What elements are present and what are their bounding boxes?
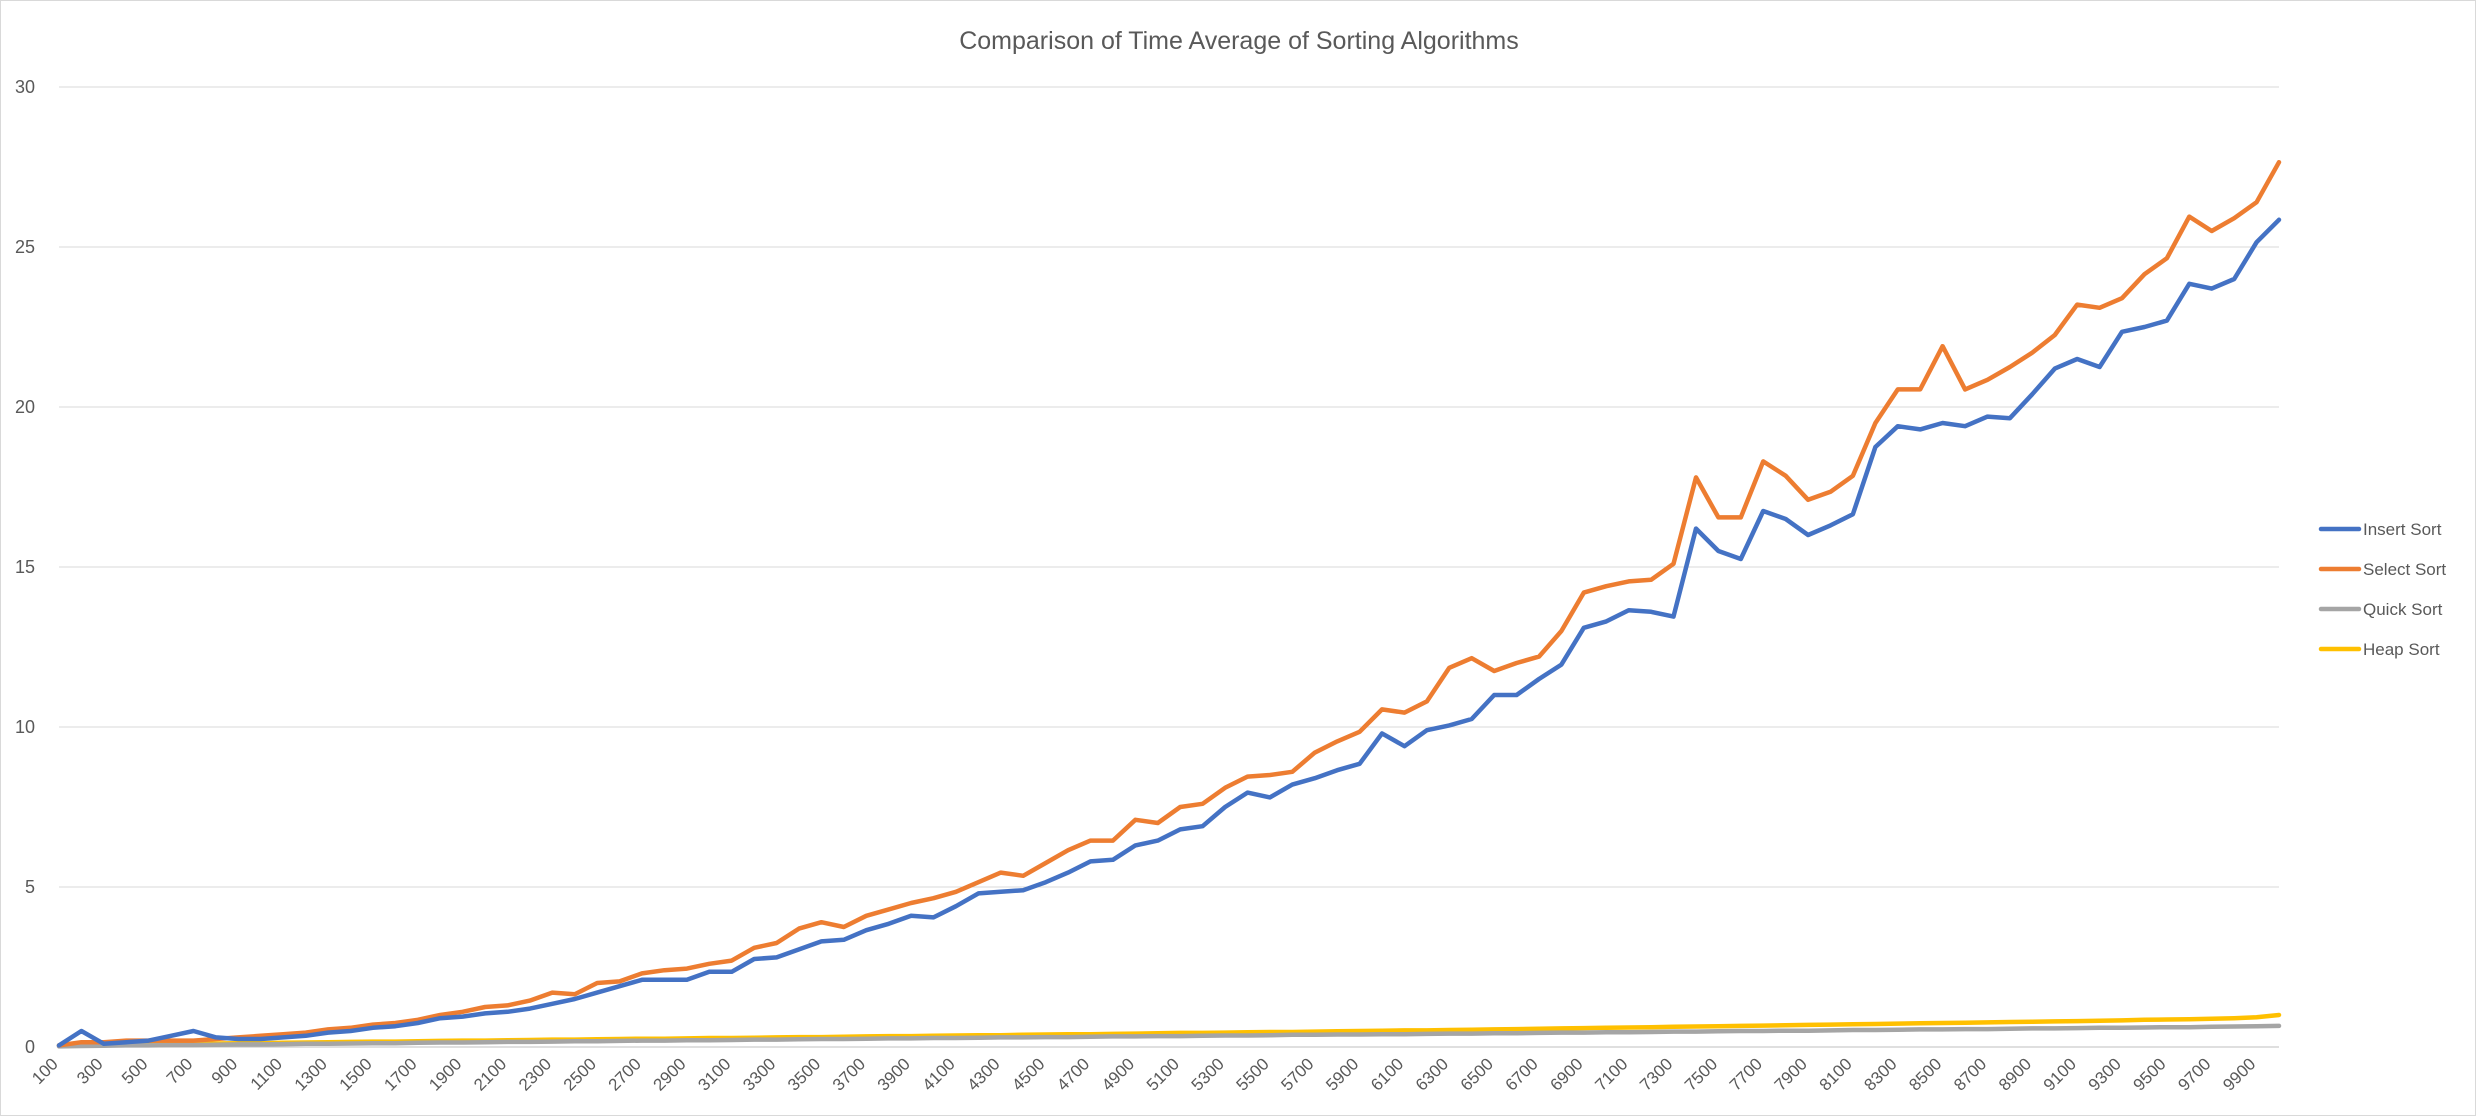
x-tick-label: 4500 (1008, 1054, 1048, 1094)
x-tick-label: 3900 (874, 1054, 914, 1094)
x-tick-label: 5500 (1233, 1054, 1273, 1094)
x-tick-label: 9300 (2085, 1054, 2125, 1094)
x-tick-label: 9100 (2040, 1054, 2080, 1094)
legend-label: Quick Sort (2363, 600, 2443, 619)
x-tick-label: 7300 (1636, 1054, 1676, 1094)
x-tick-label: 700 (163, 1054, 196, 1087)
y-tick-label: 20 (15, 397, 35, 417)
x-tick-label: 6100 (1367, 1054, 1407, 1094)
x-tick-label: 4100 (919, 1054, 959, 1094)
x-tick-label: 7100 (1591, 1054, 1631, 1094)
y-tick-label: 0 (25, 1037, 35, 1057)
y-tick-label: 5 (25, 877, 35, 897)
y-axis-ticks: 0 5 10 15 20 25 30 (15, 77, 35, 1057)
series-line-quick-sort (56, 1023, 2282, 1049)
x-tick-label: 1700 (380, 1054, 420, 1094)
legend: Insert Sort Select Sort Quick Sort Heap Sor… (2318, 520, 2446, 659)
x-tick-label: 3500 (784, 1054, 824, 1094)
x-tick-label: 8100 (1816, 1054, 1856, 1094)
y-tick-label: 10 (15, 717, 35, 737)
x-tick-label: 2500 (560, 1054, 600, 1094)
x-axis-ticks: 100 300 500 700 900 1100 1300 1500 1700 1900 2100 2… (28, 1054, 2259, 1094)
x-tick-label: 8900 (1995, 1054, 2035, 1094)
series-line-insert-sort (56, 217, 2282, 1048)
series-line-select-sort (56, 159, 2282, 1048)
x-tick-label: 2700 (605, 1054, 645, 1094)
x-tick-label: 2100 (470, 1054, 510, 1094)
legend-label: Select Sort (2363, 560, 2446, 579)
y-tick-label: 30 (15, 77, 35, 97)
series-lines (56, 159, 2282, 1049)
x-tick-label: 4900 (1098, 1054, 1138, 1094)
x-tick-label: 3300 (739, 1054, 779, 1094)
chart-title: Comparison of Time Average of Sorting Al… (959, 27, 1519, 55)
x-tick-label: 6700 (1502, 1054, 1542, 1094)
x-tick-label: 9500 (2130, 1054, 2170, 1094)
x-tick-label: 7500 (1681, 1054, 1721, 1094)
x-tick-label: 500 (118, 1054, 151, 1087)
x-tick-label: 8700 (1950, 1054, 1990, 1094)
x-tick-label: 7700 (1726, 1054, 1766, 1094)
x-tick-label: 6500 (1457, 1054, 1497, 1094)
x-tick-label: 9700 (2174, 1054, 2214, 1094)
x-tick-label: 2900 (650, 1054, 690, 1094)
legend-label: Heap Sort (2363, 640, 2440, 659)
y-tick-label: 15 (15, 557, 35, 577)
x-tick-label: 5900 (1322, 1054, 1362, 1094)
x-tick-label: 4700 (1053, 1054, 1093, 1094)
x-tick-label: 300 (73, 1054, 106, 1087)
x-tick-label: 1500 (336, 1054, 376, 1094)
x-tick-label: 5300 (1188, 1054, 1228, 1094)
x-tick-label: 1300 (291, 1054, 331, 1094)
x-tick-label: 1900 (425, 1054, 465, 1094)
x-tick-label: 5100 (1143, 1054, 1183, 1094)
x-tick-label: 6900 (1546, 1054, 1586, 1094)
x-tick-label: 5700 (1277, 1054, 1317, 1094)
x-tick-label: 2300 (515, 1054, 555, 1094)
x-tick-label: 900 (208, 1054, 241, 1087)
x-tick-label: 9900 (2219, 1054, 2259, 1094)
x-tick-label: 3700 (829, 1054, 869, 1094)
x-tick-label: 7900 (1771, 1054, 1811, 1094)
x-tick-label: 3100 (694, 1054, 734, 1094)
x-tick-label: 6300 (1412, 1054, 1452, 1094)
x-tick-label: 1100 (247, 1054, 286, 1093)
x-tick-label: 8300 (1860, 1054, 1900, 1094)
x-tick-label: 8500 (1905, 1054, 1945, 1094)
x-tick-label: 4300 (963, 1054, 1003, 1094)
legend-label: Insert Sort (2363, 520, 2442, 539)
x-tick-label: 100 (28, 1054, 61, 1087)
y-tick-label: 25 (15, 237, 35, 257)
gridlines (59, 86, 2279, 1048)
